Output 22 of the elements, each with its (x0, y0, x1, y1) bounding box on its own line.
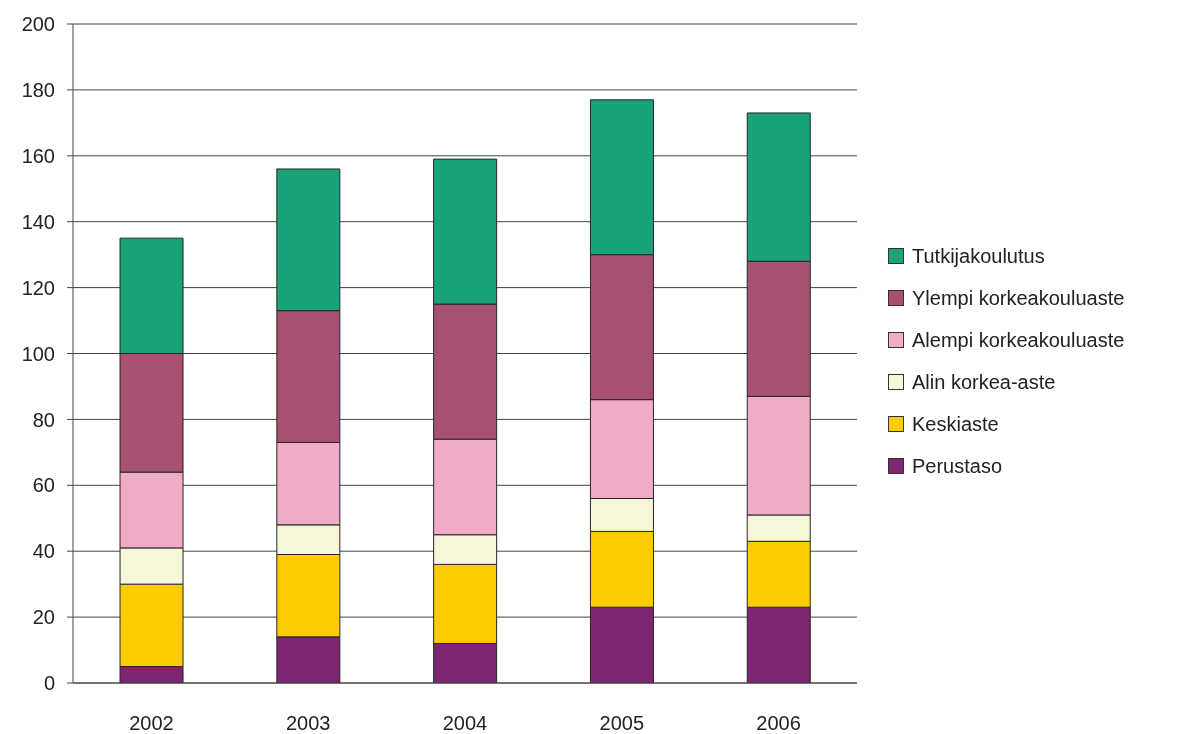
legend-label: Alempi korkeakouluaste (912, 328, 1125, 352)
x-tick-label: 2005 (599, 712, 645, 734)
y-tick-label: 80 (32, 408, 55, 431)
legend-label: Tutkijakoulutus (912, 244, 1045, 268)
legend-label: Perustaso (912, 454, 1003, 478)
x-tick-label: 2002 (129, 712, 174, 734)
y-tick-label: 0 (43, 672, 55, 695)
legend-label: Keskiaste (912, 412, 999, 436)
y-tick-label: 200 (21, 13, 55, 36)
x-tick-label: 2006 (756, 712, 801, 734)
x-tick-label: 2004 (442, 712, 488, 734)
legend-label: Alin korkea-aste (912, 370, 1056, 394)
x-tick-label: 2003 (285, 712, 331, 734)
y-tick-label: 180 (21, 79, 55, 101)
y-tick-label: 100 (21, 342, 55, 365)
y-tick-label: 20 (32, 606, 55, 629)
y-tick-label: 60 (32, 474, 55, 497)
y-tick-label: 120 (21, 276, 55, 299)
y-tick-label: 40 (32, 540, 55, 563)
y-tick-label: 140 (21, 210, 55, 233)
legend-label: Ylempi korkeakouluaste (912, 286, 1125, 310)
y-tick-label: 160 (21, 144, 55, 167)
